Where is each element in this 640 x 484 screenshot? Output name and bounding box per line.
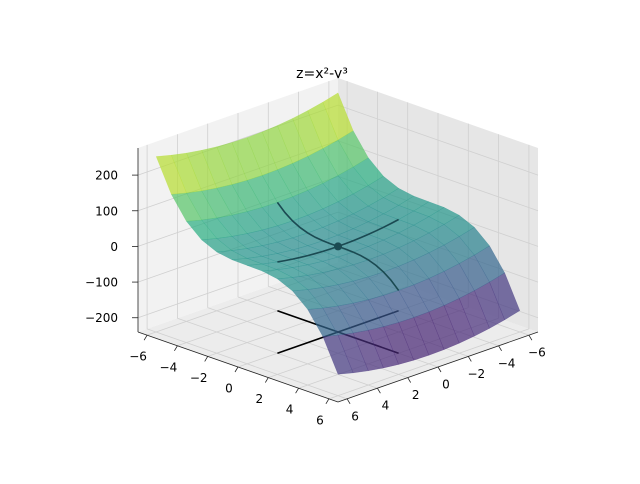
x-tick (407, 377, 412, 383)
y-tick (234, 366, 239, 373)
z-tick-label: 100 (95, 204, 118, 218)
saddle-point (334, 242, 342, 251)
x-tick-label: −4 (498, 356, 516, 370)
y-tick (325, 398, 330, 405)
grid-line (337, 104, 539, 176)
x-tick-label: 0 (442, 378, 450, 392)
z-tick-label: −200 (85, 311, 118, 325)
y-tick-label: 0 (225, 382, 233, 396)
surface-patch (322, 334, 354, 375)
y-tick (295, 388, 299, 394)
z-tick-label: 0 (110, 240, 118, 254)
x-tick (498, 345, 502, 351)
y-tick-label: −2 (190, 371, 208, 385)
surface-patch (307, 307, 339, 337)
y-tick (204, 356, 209, 362)
y-tick (174, 345, 178, 351)
chart-title: z=x²-y³ (296, 66, 348, 82)
x-tick-label: 2 (412, 388, 420, 402)
x-tick (528, 334, 533, 341)
x-tick (467, 356, 472, 362)
x-tick-label: 6 (351, 409, 359, 423)
grid-line (328, 328, 530, 400)
x-tick (346, 398, 351, 405)
z-tick-label: 200 (95, 169, 118, 183)
x-tick-label: −2 (467, 367, 485, 381)
y-tick-label: 2 (255, 392, 263, 406)
x-tick (437, 366, 442, 373)
z-tick-label: −100 (85, 276, 118, 290)
y-tick-label: −6 (129, 350, 147, 364)
surface-patch (292, 289, 324, 310)
y-tick (143, 334, 148, 341)
y-tick-label: 6 (316, 413, 324, 427)
y-tick-label: −4 (160, 360, 178, 374)
x-tick (377, 388, 381, 394)
y-tick-label: 4 (286, 403, 294, 417)
surface-patch (155, 154, 187, 195)
grid-line (337, 140, 539, 212)
x-tick-label: 4 (382, 399, 390, 413)
x-tick-label: −6 (528, 346, 546, 360)
y-tick (264, 377, 269, 383)
